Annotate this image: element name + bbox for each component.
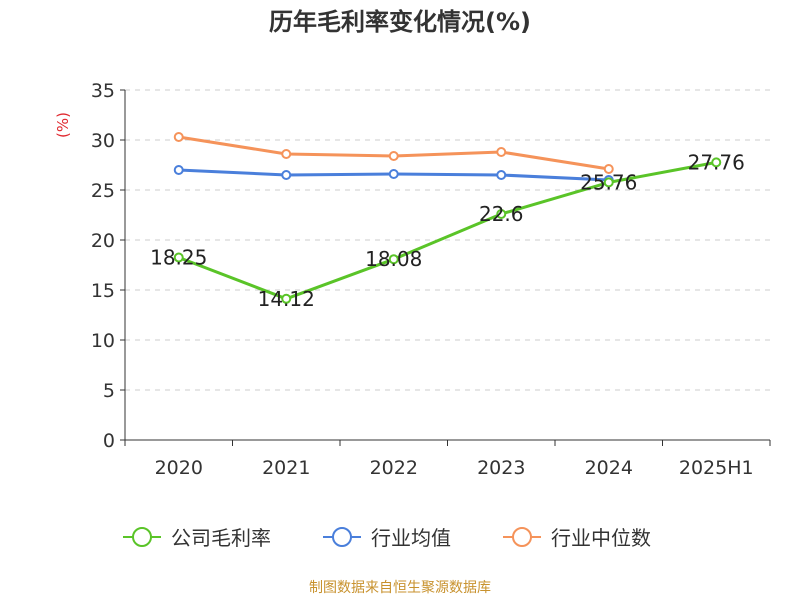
y-axis-label: (%) (54, 112, 72, 138)
x-tick-label: 2021 (262, 457, 310, 479)
y-tick-label: 15 (91, 280, 115, 302)
y-tick-label: 5 (103, 380, 115, 402)
data-point-2 (603, 164, 614, 174)
data-point-2 (388, 151, 399, 161)
y-tick-label: 0 (103, 430, 115, 452)
x-tick-label: 2020 (155, 457, 203, 479)
chart-title: 历年毛利率变化情况(%) (269, 8, 531, 36)
data-point-0 (603, 177, 614, 188)
data-labels: 18.25 14.12 18.08 22.6 25.76 27.76 (150, 150, 745, 310)
data-point-0 (281, 293, 292, 304)
series-lines (173, 132, 722, 304)
data-label: 18.25 (150, 246, 207, 270)
data-point-1 (173, 165, 184, 175)
data-point-1 (388, 169, 399, 179)
data-point-0 (711, 157, 722, 168)
y-tick-label: 10 (91, 330, 115, 352)
grid-lines (125, 89, 770, 391)
data-label: 27.76 (688, 150, 745, 174)
x-tick-label: 2023 (477, 457, 525, 479)
x-tick-label: 2022 (370, 457, 418, 479)
data-point-2 (173, 132, 184, 142)
legend-marker (512, 527, 532, 547)
data-point-0 (173, 252, 184, 263)
source-note: 制图数据来自恒生聚源数据库 (309, 580, 491, 596)
data-point-0 (496, 209, 507, 219)
x-tick-label: 2025H1 (679, 457, 754, 479)
data-point-2 (281, 149, 292, 159)
legend-marker (132, 527, 152, 547)
data-label: 18.08 (365, 247, 422, 271)
legend-label: 行业均值 (371, 526, 451, 550)
axes: 0 5 10 15 20 25 30 35 2020 2021 2022 2023 2024 2025H1 (91, 80, 771, 479)
x-tick-label: 2024 (585, 457, 633, 479)
data-point-0 (388, 254, 399, 265)
data-label: 25.76 (580, 170, 637, 194)
data-label: 22.6 (479, 202, 524, 226)
series-line-0 (178, 160, 717, 301)
y-tick-label: 30 (91, 130, 115, 152)
legend-marker (332, 527, 352, 547)
legend: 公司毛利率 行业均值 行业中位数 (123, 526, 651, 550)
y-tick-label: 35 (91, 80, 115, 102)
data-label: 14.12 (258, 287, 315, 311)
data-point-1 (496, 170, 507, 180)
data-point-2 (496, 147, 507, 157)
data-point-1 (281, 170, 292, 180)
legend-label: 公司毛利率 (171, 526, 271, 550)
y-tick-label: 25 (91, 180, 115, 202)
y-tick-label: 20 (91, 230, 115, 252)
legend-label: 行业中位数 (551, 526, 651, 550)
